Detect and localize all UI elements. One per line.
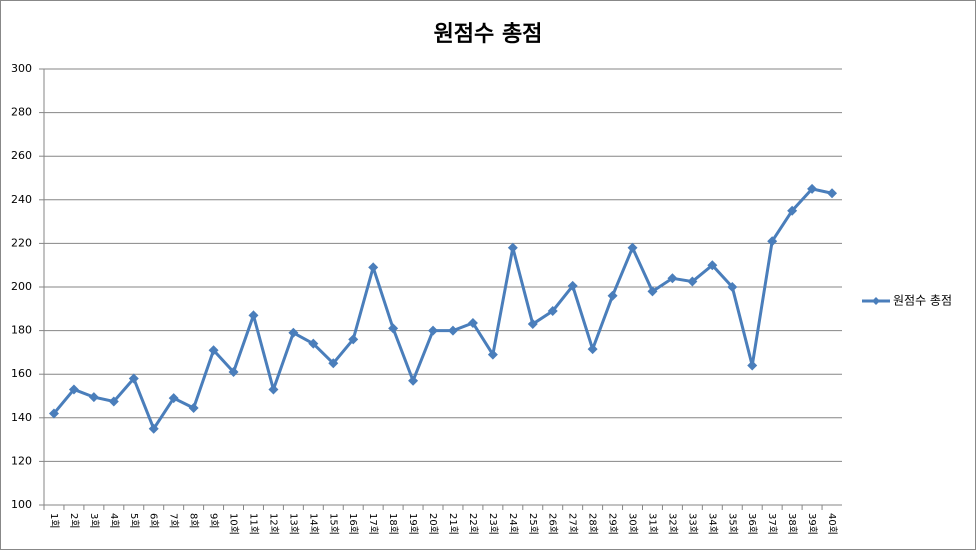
data-point xyxy=(507,242,518,253)
x-tick-label: 25회 xyxy=(527,513,539,535)
y-tick-label: 240 xyxy=(11,193,32,206)
data-point xyxy=(547,305,558,316)
x-tick-label: 12회 xyxy=(267,513,279,535)
data-point xyxy=(128,373,139,384)
data-point xyxy=(807,183,818,194)
data-point xyxy=(527,319,538,330)
x-tick-label: 31회 xyxy=(646,513,658,535)
data-point xyxy=(328,358,339,369)
data-point xyxy=(408,375,419,386)
data-point xyxy=(827,188,838,199)
x-tick-label: 19회 xyxy=(407,513,419,535)
chart-title: 원점수 총점 xyxy=(434,22,543,47)
x-tick-label: 23회 xyxy=(487,513,499,535)
x-tick-label: 14회 xyxy=(307,513,319,535)
x-tick-label: 1회 xyxy=(48,513,60,529)
x-tick-label: 38회 xyxy=(786,513,798,535)
y-tick-label: 140 xyxy=(11,411,32,424)
x-tick-label: 6회 xyxy=(148,513,160,529)
data-point xyxy=(647,286,658,297)
x-tick-label: 5회 xyxy=(128,513,140,529)
x-tick-label: 30회 xyxy=(627,513,639,535)
x-tick-label: 11회 xyxy=(247,513,259,535)
data-point xyxy=(228,367,239,378)
x-tick-label: 10회 xyxy=(228,513,240,535)
x-tick-label: 33회 xyxy=(686,513,698,535)
y-tick-label: 160 xyxy=(11,367,32,380)
x-tick-label: 32회 xyxy=(666,513,678,535)
x-tick-label: 35회 xyxy=(726,513,738,535)
data-point xyxy=(368,262,379,273)
x-tick-label: 28회 xyxy=(587,513,599,535)
y-tick-label: 100 xyxy=(11,498,32,511)
data-point xyxy=(767,236,778,247)
x-tick-label: 7회 xyxy=(168,513,180,529)
x-tick-label: 16회 xyxy=(347,513,359,535)
legend-label: 원점수 총점 xyxy=(893,294,952,308)
x-tick-label: 15회 xyxy=(327,513,339,535)
x-tick-label: 17회 xyxy=(367,513,379,535)
data-point xyxy=(348,334,359,345)
data-point xyxy=(208,345,219,356)
data-point xyxy=(428,325,439,336)
x-tick-label: 36회 xyxy=(746,513,758,535)
data-point xyxy=(288,327,299,338)
y-tick-label: 300 xyxy=(11,62,32,75)
data-point xyxy=(68,384,79,395)
data-point xyxy=(248,310,259,321)
data-point xyxy=(667,273,678,284)
y-tick-label: 220 xyxy=(11,236,32,249)
data-point xyxy=(707,260,718,271)
x-tick-label: 20회 xyxy=(427,513,439,535)
data-point xyxy=(587,344,598,355)
y-tick-label: 120 xyxy=(11,454,32,467)
data-point xyxy=(168,393,179,404)
x-tick-label: 2회 xyxy=(68,513,80,529)
x-tick-label: 22회 xyxy=(467,513,479,535)
data-point xyxy=(467,317,478,328)
data-point xyxy=(188,402,199,413)
x-tick-label: 13회 xyxy=(287,513,299,535)
x-tick-label: 40회 xyxy=(826,513,838,535)
x-tick-label: 24회 xyxy=(507,513,519,535)
data-point xyxy=(88,392,99,403)
data-point xyxy=(447,325,458,336)
data-point xyxy=(487,349,498,360)
x-tick-label: 26회 xyxy=(547,513,559,535)
x-tick-label: 21회 xyxy=(447,513,459,535)
data-point xyxy=(627,242,638,253)
data-point xyxy=(48,408,59,419)
data-point xyxy=(108,396,119,407)
data-point xyxy=(388,323,399,334)
data-point xyxy=(567,280,578,291)
y-tick-label: 200 xyxy=(11,280,32,293)
data-point xyxy=(308,338,319,349)
x-tick-label: 3회 xyxy=(88,513,100,529)
x-tick-label: 39회 xyxy=(806,513,818,535)
y-tick-label: 180 xyxy=(11,324,32,337)
x-tick-label: 9회 xyxy=(208,513,220,529)
y-tick-label: 280 xyxy=(11,106,32,119)
data-point xyxy=(607,290,618,301)
x-tick-label: 29회 xyxy=(607,513,619,535)
data-point xyxy=(727,282,738,292)
x-tick-label: 34회 xyxy=(706,513,718,535)
data-point xyxy=(747,360,758,371)
x-tick-label: 37회 xyxy=(766,513,778,535)
data-point xyxy=(148,423,159,434)
y-tick-label: 260 xyxy=(11,149,32,162)
legend-marker xyxy=(872,297,880,305)
x-tick-label: 18회 xyxy=(387,513,399,535)
x-tick-label: 27회 xyxy=(567,513,579,535)
series-line xyxy=(52,187,833,432)
data-point xyxy=(787,205,798,216)
x-tick-label: 4회 xyxy=(108,513,120,529)
x-tick-label: 8회 xyxy=(188,513,200,529)
data-point xyxy=(687,276,698,287)
data-point xyxy=(268,384,279,395)
